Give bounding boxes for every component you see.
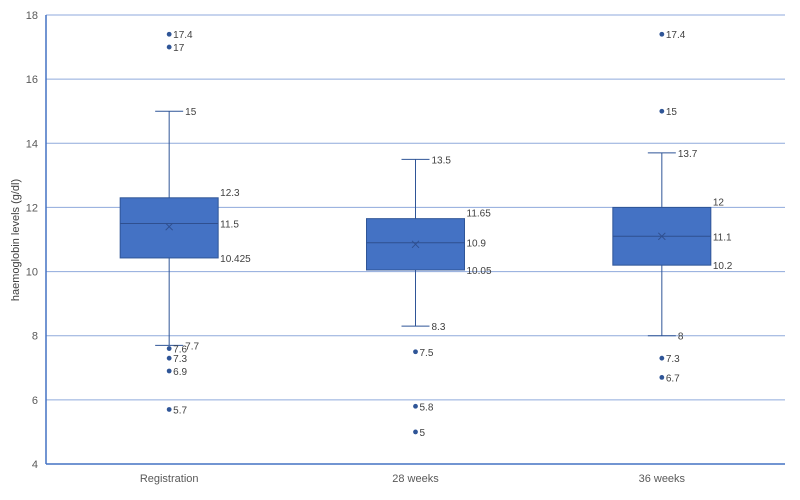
x-tick-label: Registration	[140, 473, 199, 485]
outlier-point	[166, 346, 172, 351]
whisker-low-label: 8.3	[432, 322, 446, 333]
median-label: 11.1	[713, 232, 732, 243]
y-tick-label: 14	[26, 138, 38, 150]
outlier-point	[413, 403, 418, 409]
y-tick-label: 4	[32, 459, 38, 471]
box	[119, 197, 219, 259]
median-label: 11.5	[220, 219, 239, 230]
outlier-label: 17.4	[666, 30, 686, 41]
q3-label: 12.3	[220, 188, 240, 199]
outlier-label: 6.9	[173, 367, 187, 378]
outlier-point	[659, 375, 665, 380]
outlier-label: 5.7	[173, 405, 187, 416]
outlier-point	[166, 407, 172, 412]
whisker-high-label: 13.5	[432, 155, 452, 166]
whisker-high-label: 13.7	[678, 149, 698, 160]
y-axis-ticks: 4 6 8 10 12 14 16 18	[26, 10, 38, 471]
mean-marker	[411, 240, 420, 249]
outlier-point	[413, 429, 418, 435]
box-group: 13.7 12 11.1 10.2 8 17.4 15 7.3 6.7	[612, 30, 733, 384]
outlier-label: 5	[420, 428, 426, 439]
outlier-point	[166, 31, 172, 37]
x-tick-label: 36 weeks	[639, 473, 686, 485]
outlier-label: 6.7	[666, 373, 680, 384]
outlier-label: 5.8	[420, 402, 434, 413]
y-tick-label: 8	[32, 331, 38, 343]
box-group: 15 12.3 11.5 10.425 7.7 17.4 17 7.67.3 6.9 5.7	[119, 30, 251, 416]
outlier-point	[659, 31, 665, 37]
box-group: 13.5 11.65 10.9 10.05 8.3 7.5 5.8 5	[366, 155, 492, 439]
outlier-point	[166, 368, 172, 374]
box-series: 1512.311.510.4257.717.4177.67.36.95.713.…	[119, 30, 733, 439]
q3-label: 12	[713, 197, 725, 208]
x-tick-label: 28 weeks	[392, 473, 439, 485]
y-tick-label: 10	[26, 267, 38, 279]
outlier-point	[166, 44, 172, 50]
q1-label: 10.05	[467, 266, 492, 277]
y-tick-label: 12	[26, 202, 38, 214]
median-label: 10.9	[467, 239, 487, 250]
mean-marker	[165, 222, 174, 231]
y-tick-label: 18	[26, 10, 38, 22]
whisker-high-label: 15	[185, 107, 197, 118]
y-tick-label: 16	[26, 74, 38, 86]
outlier-label: 15	[666, 107, 678, 118]
q1-label: 10.425	[220, 254, 251, 265]
q1-label: 10.2	[713, 261, 733, 272]
outlier-label: 17.4	[173, 30, 193, 41]
outlier-label: 17	[173, 43, 185, 54]
outlier-label: 7.3	[173, 354, 187, 365]
outlier-point	[413, 349, 418, 355]
y-tick-label: 6	[32, 395, 38, 407]
outlier-point	[659, 108, 665, 114]
axes	[45, 15, 785, 465]
q3-label: 11.65	[467, 209, 492, 220]
outlier-label: 7.3	[666, 354, 680, 365]
y-axis-label: haemoglobin levels (g/dl)	[10, 179, 22, 301]
outlier-label: 7.6	[173, 345, 187, 356]
whisker-low-label: 7.7	[185, 341, 199, 352]
outlier-point	[659, 355, 665, 361]
outlier-label: 7.5	[420, 348, 434, 359]
x-axis-ticks: Registration 28 weeks 36 weeks	[140, 473, 686, 485]
whisker-low-label: 8	[678, 332, 684, 343]
mean-marker	[657, 232, 666, 241]
outlier-point	[166, 355, 172, 361]
